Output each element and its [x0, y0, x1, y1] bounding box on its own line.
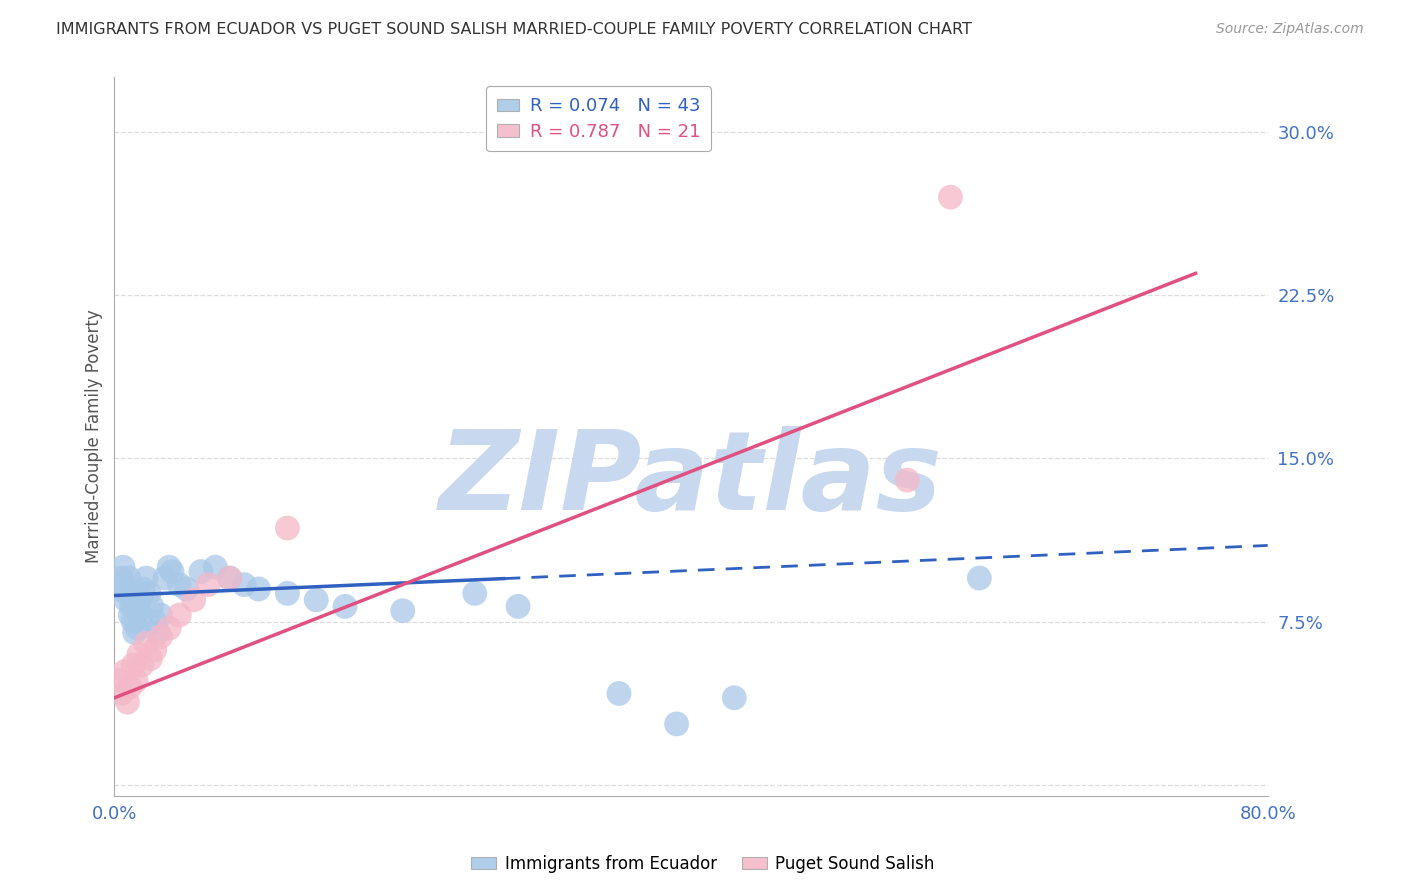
Point: [131, 658, 153, 673]
Point: [896, 473, 918, 487]
Point: [125, 586, 148, 600]
Point: [169, 608, 191, 623]
Point: [143, 643, 166, 657]
Legend: R = 0.074   N = 43, R = 0.787   N = 21: R = 0.074 N = 43, R = 0.787 N = 21: [486, 87, 711, 152]
Text: Source: ZipAtlas.com: Source: ZipAtlas.com: [1216, 22, 1364, 37]
Text: IMMIGRANTS FROM ECUADOR VS PUGET SOUND SALISH MARRIED-COUPLE FAMILY POVERTY CORR: IMMIGRANTS FROM ECUADOR VS PUGET SOUND S…: [56, 22, 972, 37]
Point: [114, 665, 136, 679]
Point: [149, 630, 172, 644]
Point: [139, 651, 162, 665]
Point: [129, 592, 152, 607]
Point: [141, 599, 163, 614]
Point: [143, 615, 166, 629]
Point: [131, 608, 153, 623]
Point: [124, 625, 146, 640]
Point: [117, 586, 139, 600]
Point: [939, 190, 962, 204]
Point: [107, 582, 129, 596]
Point: [125, 673, 148, 688]
Point: [128, 647, 150, 661]
Point: [218, 571, 240, 585]
Point: [122, 658, 145, 673]
Point: [138, 586, 160, 600]
Point: [117, 695, 139, 709]
Point: [969, 571, 991, 585]
Point: [107, 673, 129, 688]
Point: [197, 577, 219, 591]
Point: [135, 571, 157, 585]
Point: [169, 577, 191, 591]
Point: [247, 582, 270, 596]
Point: [120, 680, 142, 694]
Point: [218, 571, 240, 585]
Point: [157, 560, 180, 574]
Point: [183, 592, 205, 607]
Point: [276, 521, 298, 535]
Point: [391, 604, 413, 618]
Point: [233, 577, 256, 591]
Point: [153, 571, 176, 585]
Point: [122, 615, 145, 629]
Point: [149, 608, 172, 623]
Point: [723, 690, 745, 705]
Point: [110, 571, 132, 585]
Point: [115, 592, 138, 607]
Point: [607, 686, 630, 700]
Point: [665, 717, 688, 731]
Point: [146, 625, 169, 640]
Point: [127, 621, 149, 635]
Point: [118, 571, 141, 585]
Point: [464, 586, 486, 600]
Point: [305, 592, 328, 607]
Point: [157, 621, 180, 635]
Text: ZIPatlas: ZIPatlas: [439, 426, 943, 533]
Point: [190, 565, 212, 579]
Point: [128, 604, 150, 618]
Point: [333, 599, 356, 614]
Point: [132, 582, 155, 596]
Point: [204, 560, 226, 574]
Point: [120, 608, 142, 623]
Point: [506, 599, 529, 614]
Point: [114, 577, 136, 591]
Point: [176, 582, 198, 596]
Point: [276, 586, 298, 600]
Point: [160, 565, 183, 579]
Legend: Immigrants from Ecuador, Puget Sound Salish: Immigrants from Ecuador, Puget Sound Sal…: [465, 848, 941, 880]
Point: [135, 636, 157, 650]
Point: [110, 686, 132, 700]
Point: [121, 599, 143, 614]
Point: [112, 560, 135, 574]
Y-axis label: Married-Couple Family Poverty: Married-Couple Family Poverty: [86, 310, 103, 564]
